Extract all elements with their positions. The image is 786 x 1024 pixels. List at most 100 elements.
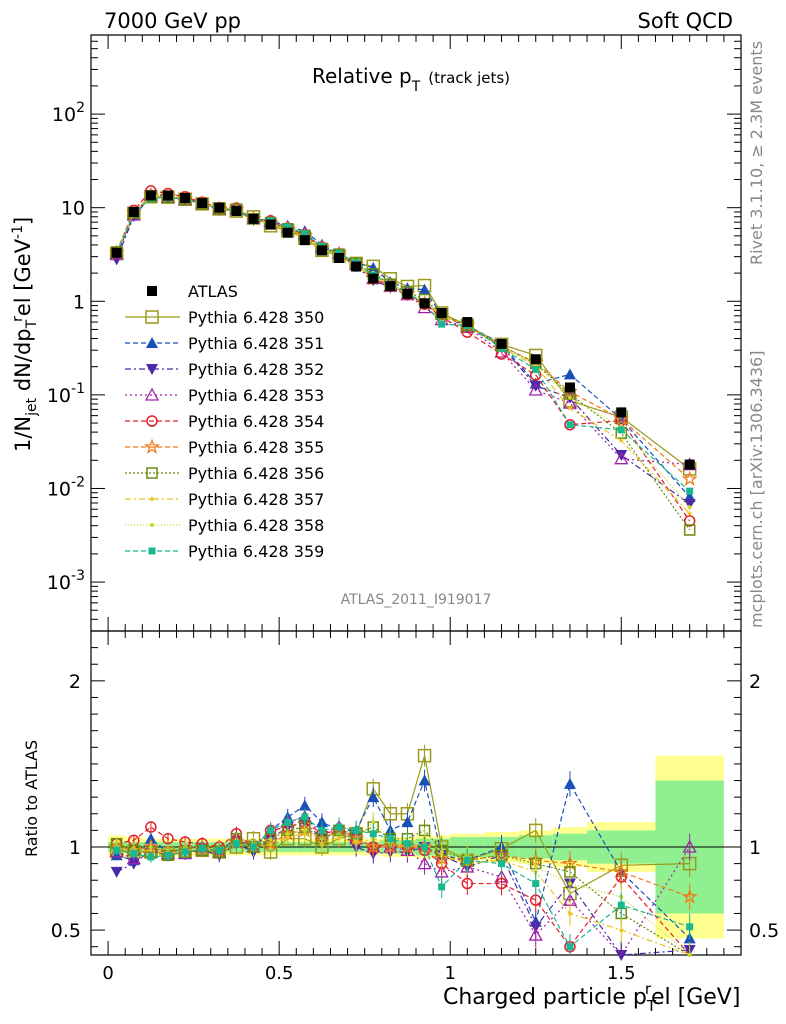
marker bbox=[144, 387, 160, 401]
marker bbox=[686, 923, 694, 931]
marker bbox=[528, 382, 543, 396]
legend-entry: Pythia 6.428 357 bbox=[125, 490, 324, 509]
marker bbox=[386, 835, 394, 843]
marker bbox=[566, 421, 574, 429]
marker bbox=[150, 523, 154, 527]
marker bbox=[268, 836, 273, 841]
x-axis-label: Charged particle pTrel [GeV] bbox=[443, 980, 740, 1015]
legend-label: Pythia 6.428 359 bbox=[188, 542, 324, 561]
y-axis-label-bottom: Ratio to ATLAS bbox=[22, 740, 41, 857]
marker bbox=[126, 851, 141, 865]
marker bbox=[285, 831, 290, 836]
legend-entry: Pythia 6.428 358 bbox=[125, 516, 324, 535]
y-tick-label-bottom-right: 2 bbox=[749, 671, 761, 693]
marker bbox=[566, 910, 573, 917]
marker bbox=[681, 470, 698, 486]
marker bbox=[532, 880, 540, 888]
marker bbox=[146, 337, 158, 348]
legend: ATLAS Pythia 6.428 350 Pythia 6.428 351 Pyt… bbox=[125, 282, 324, 561]
marker bbox=[114, 840, 119, 845]
data-point bbox=[128, 206, 139, 217]
marker bbox=[284, 818, 292, 826]
axes-frame bbox=[90, 34, 742, 956]
plot-title-extra: (track jets) bbox=[428, 69, 510, 87]
marker bbox=[438, 883, 446, 891]
data-point bbox=[197, 198, 208, 209]
series-line-bottom bbox=[116, 821, 691, 956]
legend-label: Pythia 6.428 358 bbox=[188, 516, 324, 535]
x-tick-label: 1 bbox=[444, 963, 455, 984]
marker bbox=[417, 748, 432, 763]
marker bbox=[563, 368, 576, 380]
y-axis-label-top: 1/Njet dN/dpTrel [GeV-1] bbox=[10, 217, 40, 452]
data-point bbox=[316, 245, 327, 256]
marker bbox=[298, 799, 311, 811]
data-point bbox=[368, 273, 379, 284]
data-point bbox=[419, 298, 430, 309]
series-line-top bbox=[116, 196, 691, 531]
marker bbox=[529, 380, 542, 392]
marker bbox=[215, 846, 223, 854]
marker bbox=[528, 823, 543, 838]
marker bbox=[618, 926, 625, 933]
y-tick-label-bottom-right: 1 bbox=[749, 837, 761, 859]
marker bbox=[683, 498, 696, 510]
marker bbox=[145, 310, 159, 324]
marker bbox=[439, 849, 444, 854]
legend-label: Pythia 6.428 353 bbox=[188, 386, 324, 405]
data-point bbox=[265, 219, 276, 230]
marker bbox=[143, 438, 161, 454]
y-tick-label-top: 102 bbox=[52, 100, 85, 126]
marker bbox=[335, 823, 343, 831]
marker bbox=[614, 451, 629, 465]
y-tick-label-top: 1 bbox=[73, 291, 85, 313]
data-point bbox=[436, 307, 447, 318]
y-tick-label-top: 10-3 bbox=[47, 568, 85, 594]
mcplots-text: mcplots.cern.ch [arXiv:1306.3436] bbox=[747, 351, 766, 628]
tick-labels: 0 0.5 1 1.5 10-3 10-2 10-1 1 10 102 0.5 0.5 1 1 2 2 bbox=[47, 100, 779, 984]
marker bbox=[463, 856, 471, 864]
legend-label: Pythia 6.428 355 bbox=[188, 438, 324, 457]
marker bbox=[421, 843, 429, 851]
marker bbox=[566, 943, 574, 951]
series-line-top bbox=[116, 194, 691, 508]
marker bbox=[301, 229, 309, 237]
marker bbox=[147, 853, 155, 861]
y-tick-label-bottom-right: 0.5 bbox=[749, 920, 779, 942]
marker bbox=[532, 365, 540, 373]
legend-entry: Pythia 6.428 352 bbox=[125, 360, 324, 379]
marker bbox=[352, 826, 360, 834]
marker bbox=[683, 515, 696, 527]
header-left: 7000 GeV pp bbox=[104, 9, 241, 33]
marker bbox=[687, 505, 692, 510]
marker bbox=[146, 415, 158, 427]
marker bbox=[130, 850, 138, 858]
data-point bbox=[616, 407, 627, 418]
legend-entry: Pythia 6.428 359 bbox=[125, 542, 324, 561]
marker bbox=[318, 826, 326, 834]
marker bbox=[438, 320, 446, 328]
data-point bbox=[145, 190, 156, 201]
legend-label: Pythia 6.428 356 bbox=[188, 464, 324, 483]
marker bbox=[149, 495, 155, 502]
marker bbox=[495, 877, 508, 890]
marker bbox=[418, 774, 431, 786]
marker bbox=[418, 283, 431, 295]
data-point bbox=[231, 206, 242, 217]
data-points bbox=[111, 190, 695, 470]
marker bbox=[615, 450, 628, 462]
legend-label: Pythia 6.428 354 bbox=[188, 412, 324, 431]
y-tick-label-bottom: 0.5 bbox=[51, 920, 81, 942]
marker bbox=[618, 437, 625, 444]
y-tick-label-top: 10 bbox=[61, 198, 85, 220]
marker bbox=[498, 860, 506, 868]
analysis-id: ATLAS_2011_I919017 bbox=[341, 592, 492, 608]
data-point bbox=[299, 235, 310, 246]
plot-title-sub: T bbox=[411, 79, 421, 95]
marker bbox=[113, 846, 121, 854]
marker bbox=[148, 845, 153, 849]
marker bbox=[617, 426, 625, 434]
marker bbox=[401, 816, 414, 828]
y-tick-label-bottom: 1 bbox=[69, 837, 81, 859]
